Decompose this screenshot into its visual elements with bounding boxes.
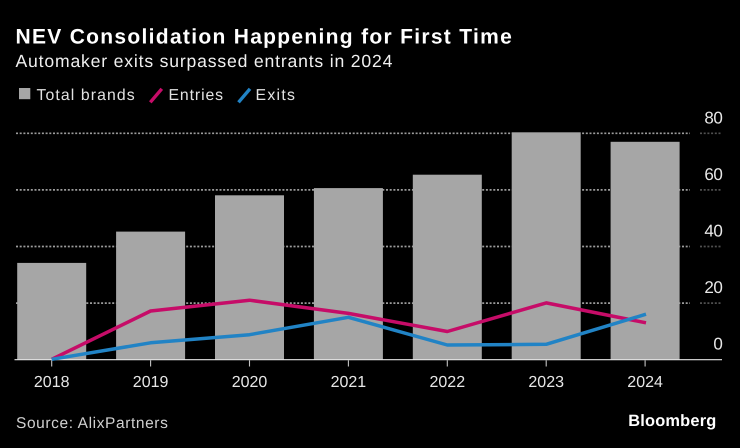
svg-text:2019: 2019 [133,374,169,391]
svg-text:Total brands: Total brands [37,87,136,104]
svg-text:20: 20 [704,278,722,297]
svg-text:2024: 2024 [627,374,663,391]
svg-text:Bloomberg: Bloomberg [628,412,716,430]
svg-text:2021: 2021 [331,374,367,391]
svg-text:40: 40 [704,222,722,241]
svg-text:Source: AlixPartners: Source: AlixPartners [16,415,168,432]
svg-text:Automaker exits surpassed entr: Automaker exits surpassed entrants in 20… [16,51,394,71]
svg-text:Exits: Exits [256,87,297,104]
svg-text:60: 60 [704,165,722,184]
svg-text:2022: 2022 [430,374,466,391]
svg-text:NEV Consolidation Happening fo: NEV Consolidation Happening for First Ti… [16,26,514,49]
svg-text:0: 0 [713,334,722,353]
svg-text:80: 80 [704,109,722,128]
svg-text:2020: 2020 [232,374,268,391]
svg-text:2023: 2023 [528,374,564,391]
svg-text:Entries: Entries [169,87,224,104]
svg-text:2018: 2018 [34,374,70,391]
